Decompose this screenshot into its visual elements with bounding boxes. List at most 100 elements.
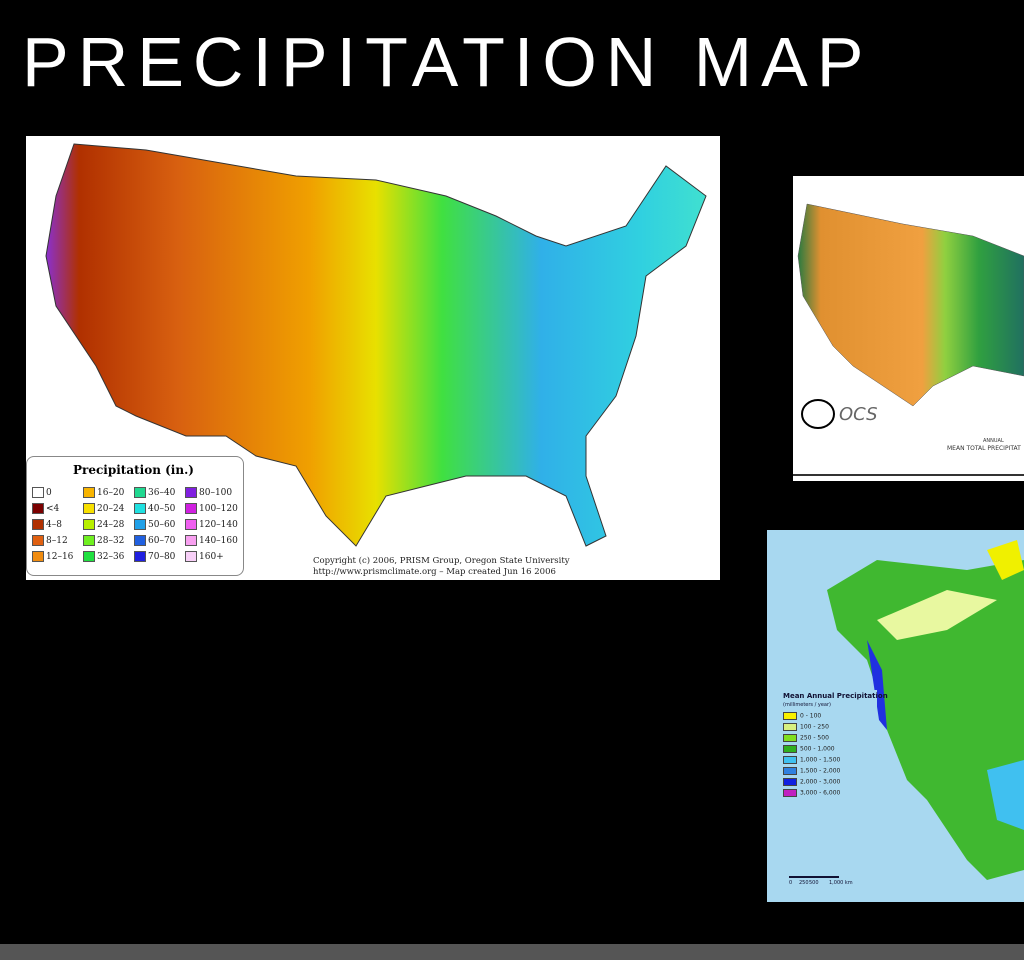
legend-item: 12–16 bbox=[32, 551, 73, 562]
legend-label: 3,000 - 6,000 bbox=[800, 789, 841, 797]
scale-label: 1,000 km bbox=[829, 880, 853, 886]
legend-label: 4–8 bbox=[46, 520, 62, 530]
scale-label: 500 bbox=[809, 880, 819, 886]
legend-label: 12–16 bbox=[46, 552, 74, 562]
legend-item: 20–24 bbox=[83, 503, 124, 514]
legend-label: 1,000 - 1,500 bbox=[800, 756, 841, 764]
slide-title: PRECIPITATION MAP bbox=[22, 23, 873, 101]
legend-item: 60–70 bbox=[134, 535, 175, 546]
legend-label: 8–12 bbox=[46, 536, 68, 546]
legend-item: 28–32 bbox=[83, 535, 124, 546]
legend-item: 8–12 bbox=[32, 535, 68, 546]
us-precip-map: Precipitation (in.) 0 <4 4–8 8–12 12–16 16–20… bbox=[26, 136, 720, 580]
legend-label: 250 - 500 bbox=[800, 734, 829, 742]
legend-item: 36–40 bbox=[134, 487, 175, 498]
legend-label: 80–100 bbox=[199, 488, 233, 498]
legend-label: 16–20 bbox=[97, 488, 125, 498]
legend-item: 1,500 - 2,000 bbox=[783, 767, 840, 775]
legend-swatch bbox=[83, 487, 95, 498]
legend-swatch bbox=[32, 503, 44, 514]
legend-swatch bbox=[783, 745, 797, 753]
legend: Precipitation (in.) 0 <4 4–8 8–12 12–16 16–20… bbox=[26, 456, 244, 576]
legend-label: 40–50 bbox=[148, 504, 176, 514]
legend-title: Precipitation (in.) bbox=[73, 463, 194, 477]
north-america-precip-map: Mean Annual Precipitation (millimeters /… bbox=[767, 530, 1024, 902]
legend-item: <4 bbox=[32, 503, 59, 514]
legend-item: 16–20 bbox=[83, 487, 124, 498]
legend-item: 24–28 bbox=[83, 519, 124, 530]
caption: ANNUAL bbox=[983, 438, 1004, 444]
legend-swatch bbox=[134, 487, 146, 498]
scale-label: 250 bbox=[799, 880, 809, 886]
legend-label: 28–32 bbox=[97, 536, 125, 546]
legend-swatch bbox=[83, 551, 95, 562]
legend-label: 24–28 bbox=[97, 520, 125, 530]
legend-item: 500 - 1,000 bbox=[783, 745, 835, 753]
credit-line: Copyright (c) 2006, PRISM Group, Oregon … bbox=[313, 556, 570, 566]
legend-label: 1,500 - 2,000 bbox=[800, 767, 841, 775]
map-shape bbox=[793, 203, 1024, 476]
map-shape bbox=[45, 143, 707, 547]
caption: MEAN TOTAL PRECIPITAT bbox=[947, 445, 1021, 452]
legend-label: 140–160 bbox=[199, 536, 238, 546]
legend-title: Mean Annual Precipitation bbox=[783, 692, 888, 700]
legend-item: 120–140 bbox=[185, 519, 238, 530]
legend-swatch bbox=[32, 487, 44, 498]
legend-item: 32–36 bbox=[83, 551, 124, 562]
legend-swatch bbox=[783, 712, 797, 720]
legend-label: <4 bbox=[46, 504, 60, 514]
legend-swatch bbox=[32, 519, 44, 530]
legend-label: 0 bbox=[46, 488, 52, 498]
legend-label: 0 - 100 bbox=[800, 712, 822, 720]
legend-item: 100 - 250 bbox=[783, 723, 829, 731]
legend-swatch bbox=[783, 734, 797, 742]
legend-swatch bbox=[134, 551, 146, 562]
footer-bar bbox=[0, 944, 1024, 960]
legend-item: 50–60 bbox=[134, 519, 175, 530]
legend-label: 2,000 - 3,000 bbox=[800, 778, 841, 786]
legend-subtitle: (millimeters / year) bbox=[783, 702, 831, 708]
legend-item: 1,000 - 1,500 bbox=[783, 756, 840, 764]
legend-swatch bbox=[83, 503, 95, 514]
legend-label: 100–120 bbox=[199, 504, 238, 514]
legend-swatch bbox=[783, 723, 797, 731]
legend-swatch bbox=[783, 756, 797, 764]
map-shape bbox=[777, 540, 1024, 880]
scale-label: 0 bbox=[789, 880, 793, 886]
legend-item: 160+ bbox=[185, 551, 224, 562]
legend-label: 160+ bbox=[199, 552, 224, 562]
credit-line: http://www.prismclimate.org – Map create… bbox=[313, 567, 556, 577]
legend-swatch bbox=[32, 551, 44, 562]
legend-label: 50–60 bbox=[148, 520, 176, 530]
legend-label: 100 - 250 bbox=[800, 723, 829, 731]
legend-swatch bbox=[134, 503, 146, 514]
legend-label: 70–80 bbox=[148, 552, 176, 562]
legend-label: 60–70 bbox=[148, 536, 176, 546]
legend-item: 40–50 bbox=[134, 503, 175, 514]
legend-label: 500 - 1,000 bbox=[800, 745, 835, 753]
legend-swatch bbox=[185, 519, 197, 530]
legend-swatch bbox=[134, 519, 146, 530]
logo-text: OCS bbox=[839, 404, 878, 425]
legend-item: 0 - 100 bbox=[783, 712, 821, 720]
scale-bar bbox=[789, 876, 839, 878]
legend-item: 4–8 bbox=[32, 519, 62, 530]
legend-swatch bbox=[83, 519, 95, 530]
legend-swatch bbox=[783, 778, 797, 786]
legend-swatch bbox=[185, 503, 197, 514]
legend-swatch bbox=[185, 551, 197, 562]
legend-label: 20–24 bbox=[97, 504, 125, 514]
legend-item: 0 bbox=[32, 487, 52, 498]
legend-swatch bbox=[185, 535, 197, 546]
legend-label: 32–36 bbox=[97, 552, 125, 562]
legend-swatch bbox=[134, 535, 146, 546]
legend-swatch bbox=[185, 487, 197, 498]
legend-swatch bbox=[783, 789, 797, 797]
legend-label: 120–140 bbox=[199, 520, 238, 530]
legend-item: 140–160 bbox=[185, 535, 238, 546]
us-precip-map-2: OCS ANNUAL MEAN TOTAL PRECIPITAT bbox=[793, 176, 1024, 481]
legend-swatch bbox=[32, 535, 44, 546]
legend-swatch bbox=[783, 767, 797, 775]
legend-item: 70–80 bbox=[134, 551, 175, 562]
